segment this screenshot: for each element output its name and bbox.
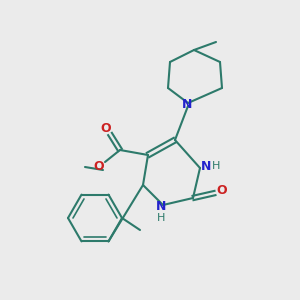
Text: N: N: [156, 200, 166, 214]
Text: O: O: [94, 160, 104, 173]
Text: O: O: [101, 122, 111, 134]
Text: O: O: [217, 184, 227, 197]
Text: H: H: [212, 161, 220, 171]
Text: N: N: [182, 98, 192, 110]
Text: H: H: [157, 213, 165, 223]
Text: N: N: [201, 160, 211, 172]
